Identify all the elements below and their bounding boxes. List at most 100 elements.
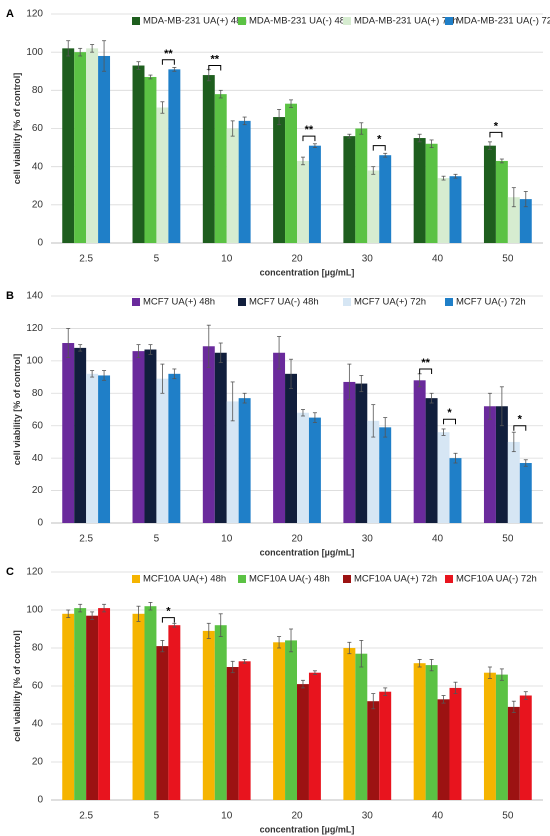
y-tick-label: 20 (32, 757, 44, 768)
bar (132, 65, 145, 244)
x-tick-label: 2.5 (79, 534, 93, 545)
bar (144, 606, 157, 800)
bar (519, 463, 532, 523)
bar (132, 351, 145, 523)
bar (74, 608, 87, 800)
bar (156, 378, 169, 523)
significance-label: ** (210, 54, 219, 66)
bar (144, 76, 157, 243)
y-tick-label: 20 (32, 199, 44, 210)
significance-label: ** (305, 124, 314, 136)
bar (202, 630, 215, 800)
x-axis-label: concentration [µg/mL] (260, 547, 355, 557)
legend-label: MCF10A UA(-) 72h (456, 574, 537, 585)
x-tick-label: 30 (362, 534, 374, 545)
bar (413, 663, 426, 800)
bar (507, 197, 520, 243)
legend-swatch (238, 298, 246, 306)
bar (156, 646, 169, 800)
bar (168, 69, 181, 243)
bar (74, 347, 87, 523)
x-tick-label: 30 (362, 254, 374, 265)
legend-label: MCF7 UA(+) 48h (143, 297, 215, 308)
y-tick-label: 0 (37, 238, 43, 249)
bar (86, 615, 99, 800)
x-tick-label: 40 (432, 811, 444, 822)
bar (168, 373, 181, 523)
legend-swatch (343, 575, 351, 583)
significance-bracket (443, 418, 456, 425)
bar (425, 665, 438, 800)
significance-label: * (518, 414, 523, 426)
bar (273, 642, 286, 800)
bar (367, 170, 380, 243)
bar (168, 625, 181, 800)
y-axis-label: cell viability [% of control] (12, 630, 22, 742)
x-tick-label: 50 (502, 811, 514, 822)
bar (495, 406, 508, 523)
legend-swatch (132, 575, 140, 583)
bar (495, 160, 508, 243)
x-tick-label: 2.5 (79, 254, 93, 265)
y-tick-label: 0 (37, 518, 43, 529)
panel-letter-C: C (6, 566, 14, 578)
significance-bracket (302, 135, 316, 142)
bar (519, 199, 532, 243)
bar (297, 412, 309, 523)
significance-bracket (489, 131, 503, 138)
x-tick-label: 10 (221, 254, 233, 265)
bar (413, 380, 426, 523)
y-axis-label: cell viability [% of control] (12, 354, 22, 466)
significance-label: * (494, 120, 499, 132)
bar (355, 383, 368, 523)
y-tick-label: 80 (32, 85, 44, 96)
bar (483, 406, 496, 523)
y-tick-label: 0 (37, 795, 43, 806)
bar (238, 661, 251, 800)
y-tick-label: 60 (32, 420, 44, 431)
bar (343, 136, 356, 243)
y-tick-label: 20 (32, 485, 44, 496)
legend-label: MCF7 UA(+) 72h (354, 297, 426, 308)
bar (202, 346, 215, 523)
bar (379, 427, 392, 523)
x-tick-label: 5 (154, 534, 160, 545)
x-tick-label: 10 (221, 534, 233, 545)
bar (62, 343, 75, 523)
significance-bracket (161, 59, 175, 65)
x-axis-label: concentration [µg/mL] (260, 824, 355, 834)
bar (285, 373, 297, 523)
legend-swatch (132, 17, 140, 25)
bar (214, 94, 227, 244)
bar (355, 128, 368, 243)
y-tick-label: 40 (32, 453, 44, 464)
panel-letter-A: A (6, 8, 14, 20)
bar (343, 648, 356, 800)
y-tick-label: 100 (26, 605, 43, 616)
bar (62, 48, 75, 243)
bar (226, 401, 239, 523)
bar (308, 672, 321, 800)
bar (437, 699, 450, 800)
panel-letter-B: B (6, 290, 14, 302)
bar (483, 145, 496, 243)
significance-bracket (513, 425, 527, 431)
bar (519, 695, 532, 800)
legend-label: MCF10A UA(+) 72h (354, 574, 437, 585)
significance-bracket (161, 617, 175, 623)
legend-label: MCF10A UA(-) 48h (249, 574, 330, 585)
legend-swatch (132, 298, 140, 306)
legend-swatch (238, 17, 246, 25)
x-tick-label: 30 (362, 811, 374, 822)
legend-label: MDA-MB-231 UA(+) 48h (143, 16, 247, 27)
y-tick-label: 140 (26, 291, 43, 302)
significance-label: * (447, 407, 452, 419)
bar (437, 178, 450, 243)
x-tick-label: 40 (432, 534, 444, 545)
bar (238, 398, 251, 523)
bar (495, 674, 508, 800)
legend-swatch (343, 17, 351, 25)
bar (297, 684, 309, 800)
bar (273, 117, 286, 243)
